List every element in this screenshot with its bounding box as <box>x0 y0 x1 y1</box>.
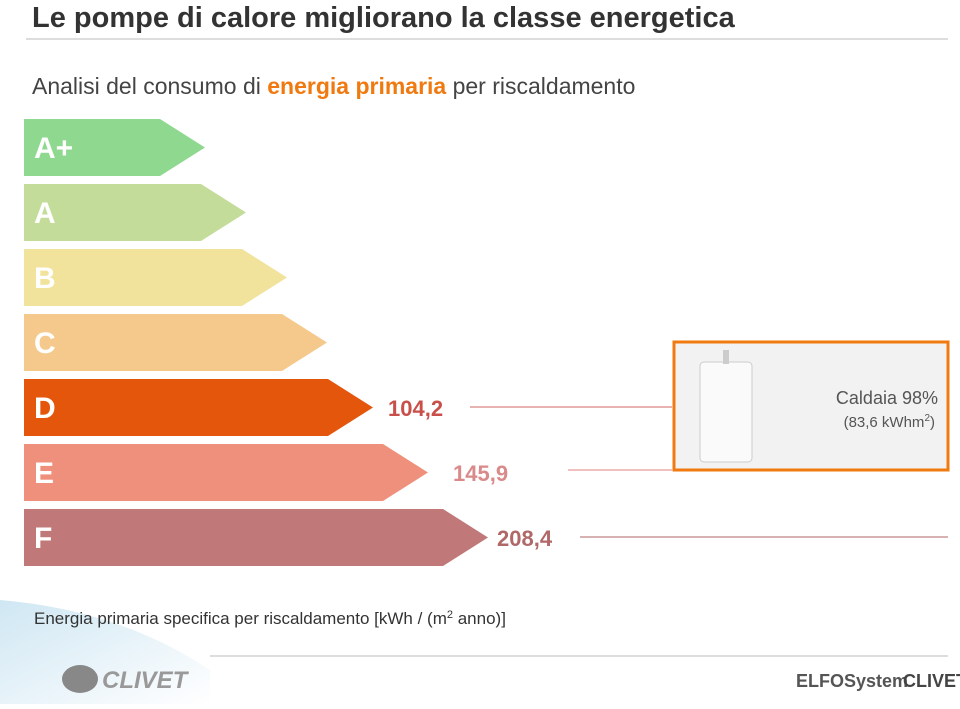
title: Le pompe di calore migliorano la classe … <box>32 2 736 34</box>
logo: ELFOSystem <box>796 671 908 691</box>
reading: 208,4 <box>497 526 553 551</box>
class-label: D <box>34 392 56 425</box>
subtitle-text: Analisi del consumo di <box>32 73 261 99</box>
footnote-text: Energia primaria specifica per riscaldam… <box>34 609 447 628</box>
class-arrow <box>24 314 327 371</box>
boiler-detail: (83,6 kWhm2) <box>844 413 935 431</box>
class-arrow <box>24 379 373 436</box>
superscript: 2 <box>447 609 453 621</box>
class-label: A <box>34 197 56 230</box>
boiler-detail-text: (83,6 kWhm <box>844 414 925 431</box>
subtitle: Analisi del consumo di energia primaria … <box>32 73 635 99</box>
reading: 104,2 <box>388 396 443 421</box>
footnote-text: anno)] <box>453 609 506 628</box>
boiler-detail-text: ) <box>930 414 935 431</box>
superscript: 2 <box>924 413 930 424</box>
reading: 145,9 <box>453 461 508 486</box>
class-arrow <box>24 249 287 306</box>
class-arrow <box>24 444 428 501</box>
logo: CLIVET <box>102 667 190 694</box>
boiler-name: Caldaia 98% <box>836 388 938 408</box>
logo: CLIVET <box>903 671 960 691</box>
footnote: Energia primaria specifica per riscaldam… <box>34 609 506 628</box>
logo-mark <box>62 665 98 693</box>
class-label: C <box>34 327 56 360</box>
class-arrow <box>24 184 246 241</box>
subtitle-highlight: energia primaria <box>267 73 446 99</box>
class-label: F <box>34 522 52 555</box>
class-arrow <box>24 509 488 566</box>
boiler-icon <box>699 361 753 463</box>
class-label: E <box>34 457 54 490</box>
class-arrow <box>24 119 205 176</box>
class-label: A+ <box>34 132 73 165</box>
boiler-pipe <box>723 350 729 364</box>
decoration <box>0 600 210 704</box>
class-label: B <box>34 262 56 295</box>
subtitle-text: per riscaldamento <box>453 73 636 99</box>
